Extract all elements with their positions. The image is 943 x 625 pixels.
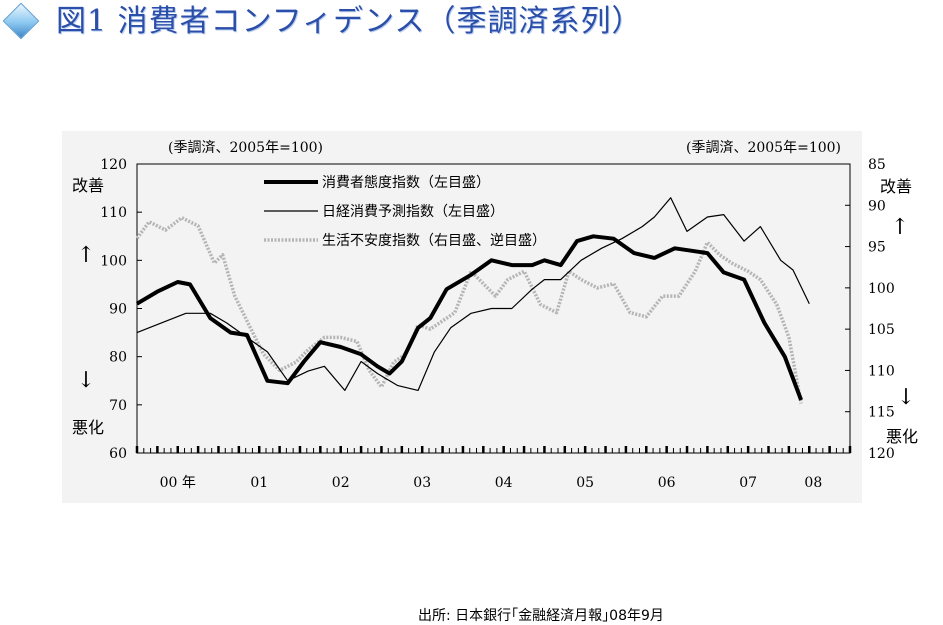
right-down-arrow: ↓ bbox=[897, 385, 915, 410]
x-axis-tick-label: 08 bbox=[804, 475, 822, 491]
right-up-arrow: ↑ bbox=[891, 215, 909, 240]
right-axis-tick-label: 120 bbox=[868, 446, 895, 462]
left-axis-tick-label: 70 bbox=[109, 398, 127, 414]
left-improve-label: 改善 bbox=[72, 176, 104, 195]
left-axis-tick-label: 110 bbox=[100, 205, 127, 221]
legend-label-3: 生活不安度指数（右目盛、逆目盛） bbox=[322, 233, 546, 249]
right-axis-tick-label: 110 bbox=[868, 363, 895, 379]
right-axis-unit: (季調済、2005年=100) bbox=[686, 140, 841, 156]
legend-label-2: 日経消費予測指数（左目盛） bbox=[322, 204, 504, 220]
x-axis-tick-label: 02 bbox=[332, 475, 350, 491]
x-axis-tick-label: 00 年 bbox=[160, 475, 196, 491]
left-axis-tick-label: 90 bbox=[109, 302, 127, 318]
series-line-1 bbox=[135, 234, 803, 401]
left-down-arrow: ↓ bbox=[77, 368, 95, 393]
left-up-arrow: ↑ bbox=[77, 243, 95, 268]
series-line-2 bbox=[136, 197, 810, 391]
right-axis-tick-label: 105 bbox=[868, 322, 895, 338]
x-axis-tick-label: 05 bbox=[576, 475, 594, 491]
legend-label-1: 消費者態度指数（左目盛） bbox=[322, 175, 490, 191]
x-axis-tick-label: 01 bbox=[250, 475, 268, 491]
x-axis-tick-label: 03 bbox=[413, 475, 431, 491]
left-axis-tick-label: 120 bbox=[100, 157, 127, 173]
page-title: 図1 消費者コンフィデンス（季調済系列） bbox=[56, 4, 643, 39]
right-axis-tick-label: 85 bbox=[868, 157, 886, 173]
source-note: 出所: 日本銀行｢金融経済月報｣08年9月 bbox=[418, 608, 664, 624]
left-axis-tick-label: 60 bbox=[109, 446, 127, 462]
series-line-3 bbox=[135, 215, 803, 404]
chart-background bbox=[62, 131, 862, 503]
left-worsen-label: 悪化 bbox=[72, 418, 104, 437]
right-axis-tick-label: 115 bbox=[868, 405, 895, 421]
left-axis-tick-label: 80 bbox=[109, 350, 127, 366]
right-improve-label: 改善 bbox=[880, 177, 912, 196]
title-bar: 図1 消費者コンフィデンス（季調済系列） bbox=[0, 0, 943, 46]
left-axis-tick-label: 100 bbox=[100, 253, 127, 269]
right-axis-tick-label: 90 bbox=[868, 198, 886, 214]
x-axis-tick-label: 04 bbox=[495, 475, 513, 491]
x-axis-tick-label: 07 bbox=[739, 475, 757, 491]
left-axis-unit: (季調済、2005年=100) bbox=[168, 140, 323, 156]
right-worsen-label: 悪化 bbox=[886, 427, 918, 446]
right-axis-tick-label: 95 bbox=[868, 240, 886, 256]
x-axis-tick-label: 06 bbox=[658, 475, 676, 491]
right-axis-tick-label: 100 bbox=[868, 281, 895, 297]
